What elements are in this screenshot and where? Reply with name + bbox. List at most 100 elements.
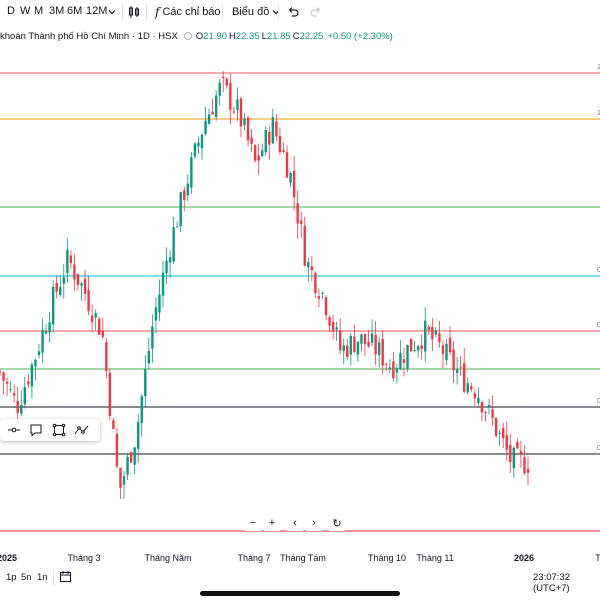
- candle-body: [101, 330, 104, 337]
- rectangle-icon[interactable]: [52, 423, 66, 437]
- chart-type-button[interactable]: Biểu đồ: [232, 3, 280, 21]
- undo-button[interactable]: [287, 3, 299, 21]
- right-tick-label: 1: [597, 110, 600, 117]
- candle-body: [2, 372, 5, 381]
- right-tick-label: 1: [597, 64, 600, 71]
- candle-body: [154, 307, 158, 321]
- toolbar-divider: [278, 4, 279, 20]
- zoom-out-icon: −: [249, 517, 257, 529]
- candle-body: [406, 344, 409, 370]
- candle-body: [385, 363, 388, 365]
- timeframe-d[interactable]: D: [7, 5, 15, 17]
- timeframe-6m[interactable]: 6M: [67, 5, 83, 17]
- timeframe-12m[interactable]: 12M: [86, 5, 108, 17]
- candle-body: [165, 260, 168, 274]
- candle-body: [0, 371, 2, 373]
- scroll-left-button[interactable]: ‹: [287, 515, 303, 531]
- candle-body: [413, 350, 416, 352]
- candle-body: [211, 111, 214, 115]
- candle-body: [491, 409, 494, 418]
- candle-body: [526, 468, 530, 473]
- horizontal-ray-icon[interactable]: [7, 423, 21, 437]
- chevron-down-icon: [272, 10, 280, 15]
- open-label: O: [195, 30, 204, 42]
- candle-body: [356, 341, 360, 355]
- range-5n[interactable]: 5n: [21, 572, 32, 583]
- timeframe-w[interactable]: W: [20, 5, 31, 17]
- candle-body: [172, 227, 175, 262]
- range-1n[interactable]: 1n: [37, 572, 48, 583]
- redo-button[interactable]: [310, 3, 322, 21]
- candle-body: [83, 278, 87, 294]
- candle-body: [147, 351, 151, 364]
- candle-body: [338, 330, 342, 351]
- candle-body: [76, 273, 80, 286]
- candle-body: [16, 400, 19, 413]
- candle-body: [90, 315, 94, 323]
- zoom-in-icon: +: [268, 517, 276, 529]
- candle-body: [455, 369, 459, 374]
- chevron-down-icon: [108, 10, 116, 15]
- candle-body: [140, 396, 143, 424]
- compare-button[interactable]: [128, 3, 140, 21]
- comment-icon[interactable]: [29, 423, 43, 437]
- candle-body: [214, 95, 218, 118]
- candle-body: [94, 312, 97, 318]
- undo-icon: [288, 7, 299, 17]
- candle-body: [399, 353, 402, 369]
- candle-body: [374, 334, 377, 355]
- clock-time[interactable]: 23:07:32 (UTC+7): [533, 572, 570, 594]
- low-label: L: [261, 30, 267, 42]
- candle-body: [48, 322, 51, 333]
- x-tick-label: 2026: [513, 553, 535, 563]
- date-range-icon[interactable]: [59, 570, 72, 583]
- candle-body: [5, 381, 9, 384]
- candle-body: [229, 82, 232, 110]
- candle-body: [151, 326, 154, 349]
- candle-body: [480, 402, 484, 413]
- range-1p[interactable]: 1p: [6, 572, 17, 583]
- price-chart[interactable]: [0, 44, 600, 548]
- zoom-out-button[interactable]: −: [245, 515, 261, 531]
- candle-body: [183, 190, 186, 201]
- candle-body: [310, 266, 314, 271]
- candle-body: [144, 368, 147, 397]
- candle-body: [261, 150, 264, 157]
- candle-body: [268, 131, 271, 145]
- candle-body: [331, 321, 335, 332]
- timeframe-dropdown[interactable]: [108, 3, 116, 21]
- candle-body: [51, 287, 55, 325]
- candle-body: [175, 226, 179, 228]
- bottom-divider: [53, 570, 54, 586]
- zoom-in-button[interactable]: +: [264, 515, 280, 531]
- candle-body: [438, 332, 441, 343]
- reset-chart-button[interactable]: ↻: [329, 515, 345, 531]
- scroll-right-button[interactable]: ›: [306, 515, 322, 531]
- candle-body: [239, 98, 243, 127]
- candle-body: [264, 129, 267, 153]
- candle-body: [126, 456, 129, 475]
- low-value: 21.85: [266, 30, 291, 42]
- indicators-button[interactable]: f Các chỉ báo: [155, 3, 221, 21]
- candle-body: [275, 121, 278, 137]
- timeframe-3m[interactable]: 3M: [49, 5, 65, 17]
- candle-body: [512, 447, 516, 469]
- candle-body: [445, 343, 448, 361]
- candle-body: [392, 361, 395, 379]
- candle-body: [416, 346, 420, 351]
- high-label: H: [228, 30, 236, 42]
- candle-body: [292, 170, 296, 198]
- candle-body: [246, 117, 250, 141]
- candle-body: [44, 331, 48, 334]
- timeframe-m[interactable]: M: [34, 5, 44, 17]
- indicators-label: Các chỉ báo: [162, 6, 221, 18]
- candle-body: [197, 142, 200, 147]
- candle-body: [498, 432, 501, 434]
- candle-body: [470, 386, 473, 390]
- candle-body: [55, 282, 58, 292]
- path-icon[interactable]: [74, 423, 90, 437]
- candle-body: [41, 329, 44, 353]
- candle-body: [388, 367, 391, 370]
- x-tick-label: Tháng 11: [416, 553, 454, 563]
- candle-body: [204, 120, 207, 135]
